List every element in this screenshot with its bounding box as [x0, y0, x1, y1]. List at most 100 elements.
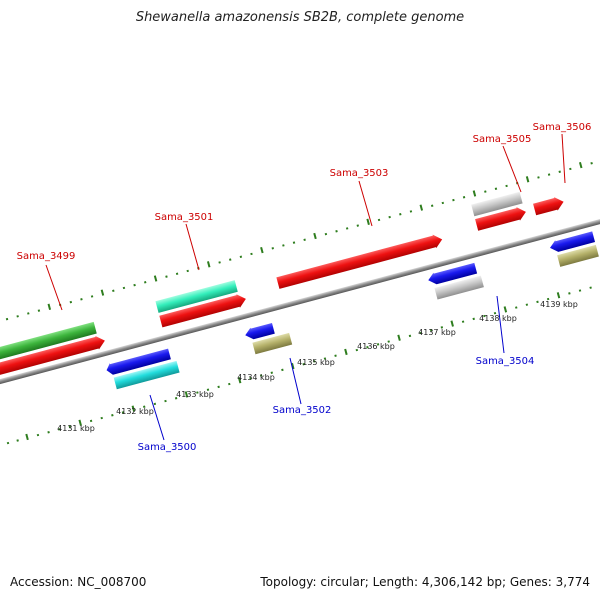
ruler-dot — [569, 167, 572, 171]
ruler-dot — [69, 300, 73, 304]
ruler-tick — [397, 334, 401, 341]
ruler-dot — [259, 374, 263, 377]
ruler-dot — [218, 261, 221, 264]
gene-label-sama-3505[interactable]: Sama_3505 — [473, 134, 532, 145]
ruler-label: 4132 kbp — [116, 407, 154, 416]
ruler-dot — [388, 215, 391, 219]
ruler-dot — [100, 416, 103, 420]
ruler-dot — [217, 385, 220, 389]
gene-sama-3504-sub[interactable] — [434, 275, 484, 300]
gene-sama-3506-cds[interactable] — [533, 195, 566, 216]
leader-line — [149, 394, 165, 441]
ruler-tick — [47, 303, 52, 310]
ruler-tick — [556, 292, 561, 299]
ruler-dot — [558, 170, 561, 173]
ruler-dot — [376, 343, 380, 346]
ruler-tick — [472, 190, 477, 197]
gene-sama-3500-block[interactable] — [105, 348, 171, 376]
ruler-dot — [121, 411, 125, 414]
gene-label-sama-3500[interactable]: Sama_3500 — [138, 442, 197, 453]
ruler-dot — [452, 198, 455, 202]
ruler-dot — [133, 283, 136, 287]
ruler-dot — [80, 298, 83, 301]
ruler-label: 4135 kbp — [297, 358, 335, 367]
gene-sama-3499-block[interactable] — [0, 321, 97, 364]
gene-sama-3502-sub[interactable] — [252, 332, 293, 355]
gene-sama-3504-block[interactable] — [427, 262, 478, 286]
gene-offscreen-sub[interactable] — [557, 244, 599, 267]
ruler-tick — [100, 289, 105, 296]
ruler-dot — [578, 289, 582, 292]
ruler-dot — [228, 382, 231, 386]
ruler-tick — [578, 161, 583, 169]
gene-label-sama-3504[interactable]: Sama_3504 — [476, 356, 535, 367]
ruler-dot — [271, 247, 274, 250]
ruler-tick — [344, 348, 348, 356]
gene-label-sama-3499[interactable]: Sama_3499 — [17, 251, 76, 262]
ruler-dot — [16, 315, 19, 318]
ruler-dot — [206, 388, 210, 391]
ruler-label: 4136 kbp — [357, 342, 395, 351]
ruler-tick — [25, 433, 29, 441]
gene-label-sama-3502[interactable]: Sama_3502 — [273, 405, 332, 416]
gene-sama-3505-block[interactable] — [471, 191, 523, 217]
ruler-dot — [90, 295, 94, 298]
ruler-label: 4139 kbp — [540, 300, 578, 309]
gene-label-sama-3501[interactable]: Sama_3501 — [155, 212, 214, 223]
ruler-dot — [270, 371, 274, 374]
ruler-tick — [260, 246, 264, 254]
ruler-dot — [37, 309, 41, 312]
ruler-dot — [282, 244, 285, 247]
ruler-dot — [27, 312, 30, 315]
ruler-dot — [419, 331, 422, 335]
reverse-genes — [105, 230, 599, 390]
ruler-tick — [419, 204, 424, 211]
leader-line — [502, 145, 522, 193]
leader-line — [45, 264, 63, 311]
ruler-dot — [196, 391, 199, 394]
gene-offscreen-block[interactable] — [548, 230, 596, 253]
gene-sama-3501-block[interactable] — [155, 280, 238, 313]
ruler-dot — [249, 377, 252, 380]
leader-line — [185, 223, 200, 271]
ruler-label: 4138 kbp — [479, 314, 517, 323]
gene-sama-3500-sub[interactable] — [113, 360, 180, 390]
forward-gene-labels: Sama_3499 Sama_3501 Sama_3503 Sama_3505 … — [17, 122, 592, 262]
gene-sama-3502-block[interactable] — [244, 322, 275, 341]
gene-sama-3503-cds[interactable] — [276, 233, 444, 290]
ruler-dot — [462, 196, 466, 199]
ruler-dot — [143, 281, 147, 284]
gene-label-sama-3506[interactable]: Sama_3506 — [533, 122, 592, 133]
ruler-dot — [164, 399, 167, 403]
gene-label-sama-3503[interactable]: Sama_3503 — [330, 168, 389, 179]
ruler-dot — [47, 431, 50, 434]
ruler-dot — [483, 314, 486, 318]
gene-sama-3501-cds[interactable] — [159, 292, 248, 328]
ruler-dot — [408, 334, 412, 338]
ruler-dot — [547, 173, 551, 176]
ruler-label: 4133 kbp — [176, 390, 214, 399]
ruler-tick — [366, 218, 370, 225]
gene-sama-3499-cds[interactable] — [0, 334, 107, 379]
ruler-dot — [429, 328, 433, 332]
ruler-label: 4137 kbp — [418, 328, 456, 337]
accession-label: Accession: NC_008700 — [10, 575, 147, 589]
leader-line — [358, 180, 373, 227]
ruler-dot — [89, 419, 93, 423]
ruler-dot — [292, 241, 296, 244]
ruler-dot — [515, 306, 518, 309]
ruler-dot — [440, 326, 444, 329]
ruler-tick — [78, 419, 82, 426]
leader-lines — [45, 133, 566, 441]
ruler-dot — [494, 187, 498, 190]
ruler-dot — [281, 368, 284, 372]
ruler-dot — [430, 204, 434, 207]
ruler-dot — [472, 317, 475, 321]
gene-sama-3505-cds[interactable] — [475, 205, 528, 232]
ruler-dot — [186, 269, 189, 273]
ruler-dot — [57, 428, 61, 431]
ruler-dot — [536, 300, 539, 304]
ruler-tick — [450, 320, 454, 327]
ruler-dot — [313, 360, 316, 363]
ruler-tick — [153, 275, 158, 282]
